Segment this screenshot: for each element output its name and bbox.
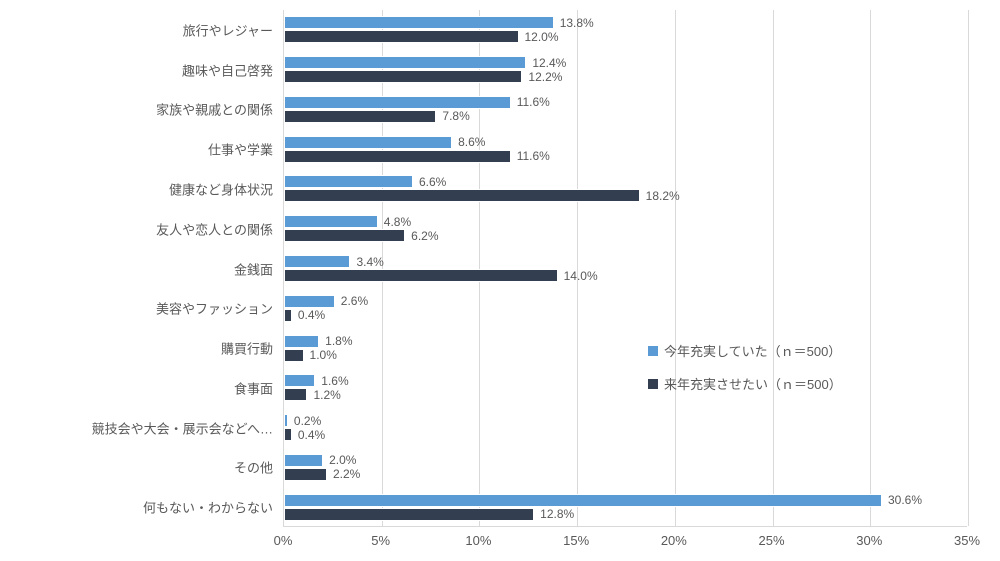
legend-label: 今年充実していた（ｎ＝500） (664, 341, 841, 360)
legend-item: 今年充実していた（ｎ＝500） (648, 341, 842, 360)
category-label: その他 (234, 458, 273, 477)
category-label: 何もない・わからない (143, 498, 273, 517)
legend-swatch (648, 379, 658, 389)
plot-area: 13.8%12.0% 12.4%12.2% 11.6% 7.8% 8.6% 11.6% 6.… (283, 10, 967, 527)
bar-value-label: 0.2% (294, 414, 321, 428)
category-label: 家族や親戚との関係 (156, 100, 273, 119)
gridline (479, 10, 480, 526)
x-tick-label: 5% (371, 533, 390, 548)
bar-value-label: 2.6% (341, 294, 368, 308)
legend-swatch (648, 346, 658, 356)
bar-value-label: 12.8% (540, 507, 574, 521)
category-label: 金銭面 (234, 259, 273, 278)
legend-item: 来年充実させたい（ｎ＝500） (648, 374, 842, 393)
bar-series-a (284, 335, 319, 348)
bar-series-b (284, 508, 534, 521)
category-label: 食事面 (234, 378, 273, 397)
bar-series-a (284, 96, 511, 109)
bar-series-a (284, 56, 526, 69)
gridline (773, 10, 774, 526)
bar-series-a (284, 136, 452, 149)
x-tick-label: 10% (465, 533, 491, 548)
x-tick-label: 15% (563, 533, 589, 548)
legend: 今年充実していた（ｎ＝500） 来年充実させたい（ｎ＝500） (648, 341, 842, 407)
bar-series-b (284, 428, 292, 441)
category-label: 旅行やレジャー (183, 20, 273, 39)
bar-series-a (284, 16, 554, 29)
bar-value-label: 14.0% (564, 269, 598, 283)
category-label: 趣味や自己啓発 (182, 60, 273, 79)
x-tick-label: 30% (856, 533, 882, 548)
bar-value-label: 6.2% (411, 229, 438, 243)
bar-series-b (284, 349, 304, 362)
category-label: 競技会や大会・展示会などへ… (92, 418, 273, 437)
bar-value-label: 18.2% (646, 189, 680, 203)
bar-value-label: 1.2% (313, 388, 340, 402)
bar-series-b (284, 189, 640, 202)
bar-value-label: 13.8% (560, 16, 594, 30)
bar-series-b (284, 229, 405, 242)
bar-series-a (284, 215, 378, 228)
bar-series-b (284, 70, 522, 83)
bar-series-b (284, 388, 307, 401)
bar-series-a (284, 414, 288, 427)
chart-root: 13.8%12.0% 12.4%12.2% 11.6% 7.8% 8.6% 11.6% 6.… (0, 0, 1000, 561)
x-tick-label: 35% (954, 533, 980, 548)
bar-series-b (284, 309, 292, 322)
gridline (870, 10, 871, 526)
bar-series-a (284, 295, 335, 308)
bar-value-label: 8.6% (458, 135, 485, 149)
bar-series-b (284, 269, 558, 282)
category-label: 購買行動 (221, 339, 273, 358)
gridline (675, 10, 676, 526)
bar-series-a (284, 494, 882, 507)
bar-value-label: 1.6% (321, 374, 348, 388)
bar-series-a (284, 374, 315, 387)
bar-value-label: 0.4% (298, 428, 325, 442)
bar-series-b (284, 110, 436, 123)
category-label: 仕事や学業 (208, 140, 273, 159)
bar-value-label: 6.6% (419, 175, 446, 189)
bar-value-label: 11.6% (517, 95, 550, 109)
bar-value-label: 3.4% (356, 255, 383, 269)
category-label: 健康など身体状況 (169, 179, 273, 198)
bar-value-label: 7.8% (442, 109, 469, 123)
bar-value-label: 1.0% (310, 348, 337, 362)
bar-series-b (284, 30, 519, 43)
bar-value-label: 30.6% (888, 493, 922, 507)
bar-value-label: 12.0% (525, 30, 559, 44)
category-label: 美容やファッション (156, 299, 273, 318)
bar-series-a (284, 175, 413, 188)
bar-value-label: 12.4% (532, 56, 566, 70)
x-tick-label: 20% (661, 533, 687, 548)
bar-value-label: 0.4% (298, 308, 325, 322)
x-tick-label: 0% (274, 533, 293, 548)
legend-label: 来年充実させたい（ｎ＝500） (664, 374, 842, 393)
bar-series-b (284, 150, 511, 163)
bar-series-a (284, 255, 350, 268)
bar-value-label: 1.8% (325, 334, 352, 348)
bar-value-label: 4.8% (384, 215, 411, 229)
bar-value-label: 11.6% (517, 149, 550, 163)
x-tick-label: 25% (759, 533, 785, 548)
bar-value-label: 2.0% (329, 453, 356, 467)
bar-series-a (284, 454, 323, 467)
bar-value-label: 2.2% (333, 467, 360, 481)
category-label: 友人や恋人との関係 (156, 219, 273, 238)
gridline (968, 10, 969, 526)
bar-value-label: 12.2% (528, 70, 562, 84)
bar-series-b (284, 468, 327, 481)
